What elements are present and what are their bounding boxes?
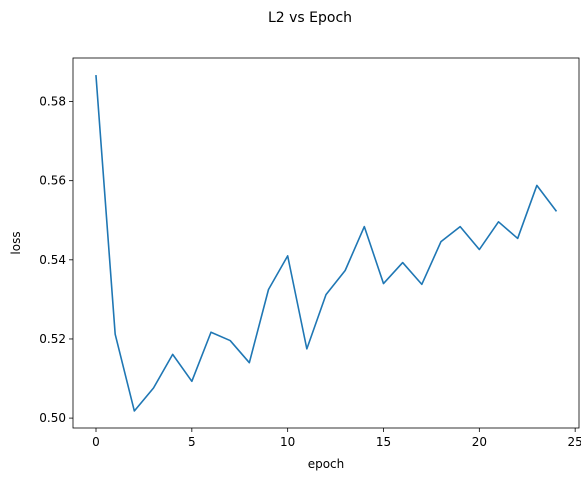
series-line — [95, 74, 558, 412]
series-layer — [95, 74, 558, 412]
x-tick-label: 25 — [568, 435, 581, 449]
x-tick-label: 15 — [376, 435, 391, 449]
chart-title: L2 vs Epoch — [268, 10, 352, 26]
x-axis-title: epoch — [308, 457, 345, 471]
x-tick-label: 20 — [472, 435, 487, 449]
plot-frame — [72, 57, 580, 429]
y-axis-title: loss — [9, 231, 23, 254]
x-tick-label: 0 — [92, 435, 100, 449]
x-tick-label: 10 — [280, 435, 295, 449]
x-axis: 0 5 10 15 20 25 — [92, 428, 581, 449]
y-tick-label: 0.52 — [39, 332, 66, 346]
y-tick-label: 0.56 — [39, 174, 66, 188]
x-tick-label: 5 — [188, 435, 196, 449]
y-tick-label: 0.58 — [39, 95, 66, 109]
y-tick-label: 0.54 — [39, 253, 66, 267]
y-tick-label: 0.50 — [39, 411, 66, 425]
y-axis: 0.50 0.52 0.54 0.56 0.58 — [39, 95, 73, 425]
